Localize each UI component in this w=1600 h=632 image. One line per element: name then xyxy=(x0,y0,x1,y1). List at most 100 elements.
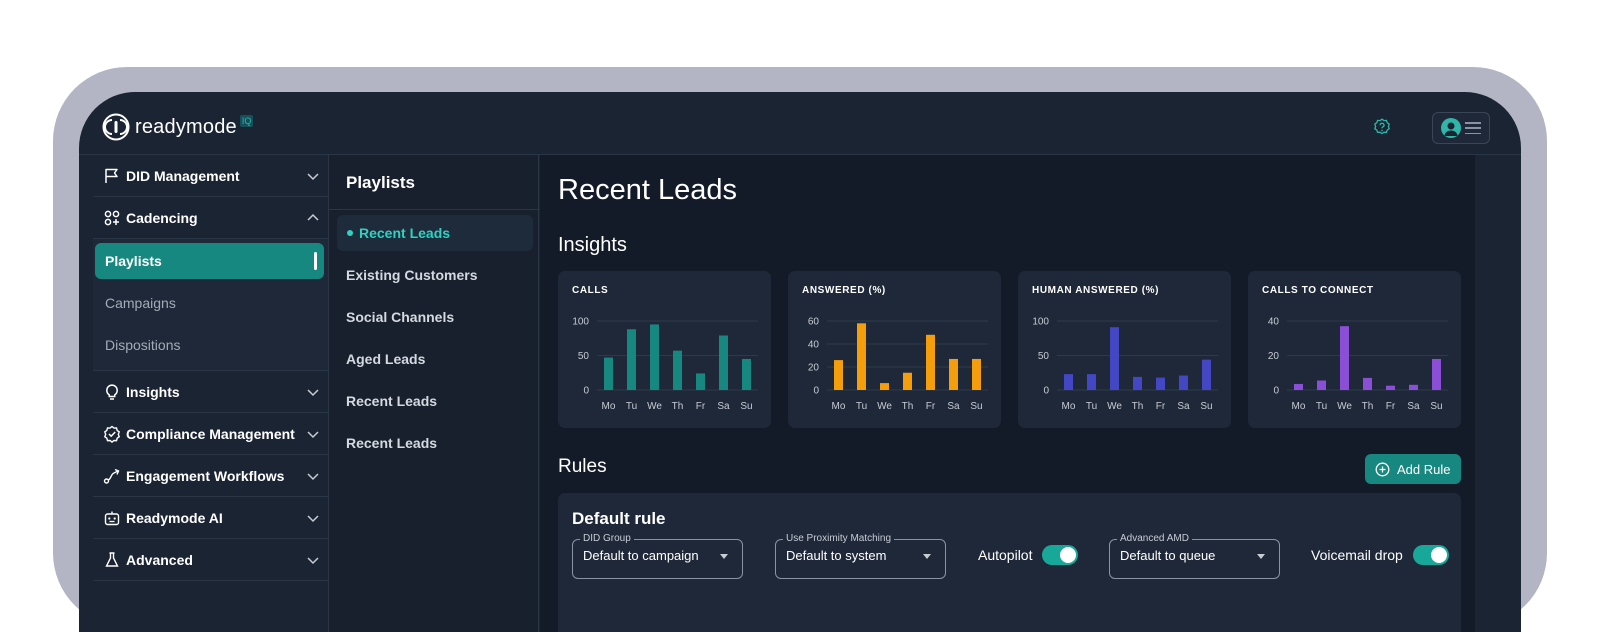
y-tick-label: 0 xyxy=(1043,386,1049,397)
add-rule-label: Add Rule xyxy=(1397,461,1451,477)
sidebar-item-label: Engagement Workflows xyxy=(126,467,285,484)
app-screen: readymode IQ DID Management Cadencing Pl… xyxy=(79,92,1521,632)
autopilot-toggle[interactable] xyxy=(1042,545,1079,565)
playlist-item[interactable]: Aged Leads xyxy=(346,351,426,367)
proximity-matching-select[interactable]: Use Proximity Matching Default to system xyxy=(775,533,946,579)
bar xyxy=(696,373,705,390)
x-tick-label: Mo xyxy=(1292,401,1306,412)
user-menu-button[interactable] xyxy=(1432,112,1490,144)
readymode-logo-icon xyxy=(102,113,130,141)
bar xyxy=(1179,375,1188,390)
y-tick-label: 0 xyxy=(583,386,589,397)
playlist-item[interactable]: Existing Customers xyxy=(346,267,478,283)
sidebar-subitem-playlists[interactable]: Playlists xyxy=(95,243,324,279)
playlist-item[interactable]: Social Channels xyxy=(346,309,455,325)
chart-card-answered: ANSWERED (%) 0 20 40 60 Mo Tu We Th Fr Sa Su xyxy=(788,271,1001,428)
bar xyxy=(1340,326,1349,390)
sidebar-item-did-management[interactable]: DID Management xyxy=(93,155,328,197)
bar-chart: 0 20 40 60 Mo Tu We Th Fr Sa Su xyxy=(808,317,988,412)
field-value: Default to queue xyxy=(1120,548,1216,563)
x-tick-label: Sa xyxy=(1177,401,1190,412)
y-tick-label: 40 xyxy=(1268,317,1280,328)
advanced-amd-select[interactable]: Advanced AMD Default to queue xyxy=(1109,533,1280,579)
y-tick-label: 100 xyxy=(572,317,589,328)
rule-title: Default rule xyxy=(572,509,666,528)
bar xyxy=(719,335,728,390)
sidebar-item-advanced[interactable]: Advanced xyxy=(93,539,328,581)
sidebar-item-insights[interactable]: Insights xyxy=(93,371,328,413)
bar xyxy=(880,383,889,390)
chevron-down-icon xyxy=(307,515,319,523)
divider xyxy=(329,209,540,210)
chart-title: CALLS xyxy=(572,285,609,296)
sidebar-item-engagement-workflows[interactable]: Engagement Workflows xyxy=(93,455,328,497)
bar xyxy=(1064,374,1073,390)
chart-title: HUMAN ANSWERED (%) xyxy=(1032,285,1160,296)
did-group-select[interactable]: DID Group Default to campaign xyxy=(572,533,743,579)
x-tick-label: We xyxy=(647,401,662,412)
toggle-label: Voicemail drop xyxy=(1311,547,1403,563)
bar xyxy=(1409,384,1418,390)
bar xyxy=(949,358,958,390)
add-rule-button[interactable]: Add Rule xyxy=(1365,454,1461,484)
bar xyxy=(1294,383,1303,390)
badge-check-icon xyxy=(103,425,121,443)
bar xyxy=(1386,385,1395,390)
x-tick-label: Tu xyxy=(1086,401,1097,412)
autopilot-toggle-group: Autopilot xyxy=(978,545,1079,565)
x-tick-label: Th xyxy=(902,401,914,412)
bar xyxy=(926,334,935,390)
sidebar-item-readymode-ai[interactable]: Readymode AI xyxy=(93,497,328,539)
x-tick-label: Fr xyxy=(1156,401,1166,412)
help-icon[interactable] xyxy=(1373,118,1391,136)
field-label: Use Proximity Matching xyxy=(783,533,895,544)
y-tick-label: 60 xyxy=(808,317,820,328)
playlist-item[interactable]: Recent Leads xyxy=(346,393,438,409)
chart-title: CALLS TO CONNECT xyxy=(1262,285,1374,296)
bar xyxy=(673,350,682,390)
bar xyxy=(857,323,866,390)
sidebar-item-label: Compliance Management xyxy=(126,425,295,442)
x-tick-label: Mo xyxy=(1062,401,1076,412)
rule-card: Default rule DID Group Default to campai… xyxy=(558,493,1461,632)
playlists-title: Playlists xyxy=(346,173,415,192)
y-tick-label: 100 xyxy=(1032,317,1049,328)
y-tick-label: 0 xyxy=(1273,386,1279,397)
flag-icon xyxy=(105,168,118,183)
voicemail-drop-toggle-group: Voicemail drop xyxy=(1311,545,1449,565)
caret-down-icon xyxy=(923,554,931,559)
rules-heading: Rules xyxy=(558,456,607,477)
sidebar-subitem-campaigns[interactable]: Campaigns xyxy=(105,295,176,311)
flask-icon xyxy=(105,552,119,567)
hamburger-icon xyxy=(1465,122,1481,134)
x-tick-label: Th xyxy=(1362,401,1374,412)
sidebar-item-cadencing[interactable]: Cadencing xyxy=(93,197,328,239)
sidebar-item-label: DID Management xyxy=(126,167,240,184)
x-tick-label: Mo xyxy=(832,401,846,412)
playlist-item[interactable]: Recent Leads xyxy=(337,215,533,251)
bar xyxy=(903,372,912,390)
y-tick-label: 50 xyxy=(578,351,590,362)
chevron-down-icon xyxy=(307,557,319,565)
bar xyxy=(972,358,981,390)
insights-heading: Insights xyxy=(558,234,627,256)
bar xyxy=(742,358,751,390)
field-value: Default to campaign xyxy=(583,548,699,563)
voicemail-drop-toggle[interactable] xyxy=(1412,545,1449,565)
x-tick-label: Su xyxy=(740,401,752,412)
caret-down-icon xyxy=(720,554,728,559)
playlist-item[interactable]: Recent Leads xyxy=(346,435,438,451)
brand-logo[interactable]: readymode IQ xyxy=(102,113,254,141)
sidebar-item-compliance-management[interactable]: Compliance Management xyxy=(93,413,328,455)
chart-card-calls-to-connect: CALLS TO CONNECT 0 20 40 Mo Tu We Th Fr Sa Su xyxy=(1248,271,1461,428)
bar xyxy=(1133,376,1142,390)
x-tick-label: Fr xyxy=(926,401,936,412)
x-tick-label: Th xyxy=(1132,401,1144,412)
sidebar-subitem-dispositions[interactable]: Dispositions xyxy=(105,337,181,353)
playlists-panel: Playlists Recent Leads Existing Customer… xyxy=(328,155,540,632)
page-title: Recent Leads xyxy=(558,174,737,206)
brand-badge: IQ xyxy=(239,115,254,127)
x-tick-label: Tu xyxy=(856,401,867,412)
bar xyxy=(1110,327,1119,390)
bar xyxy=(1432,358,1441,390)
